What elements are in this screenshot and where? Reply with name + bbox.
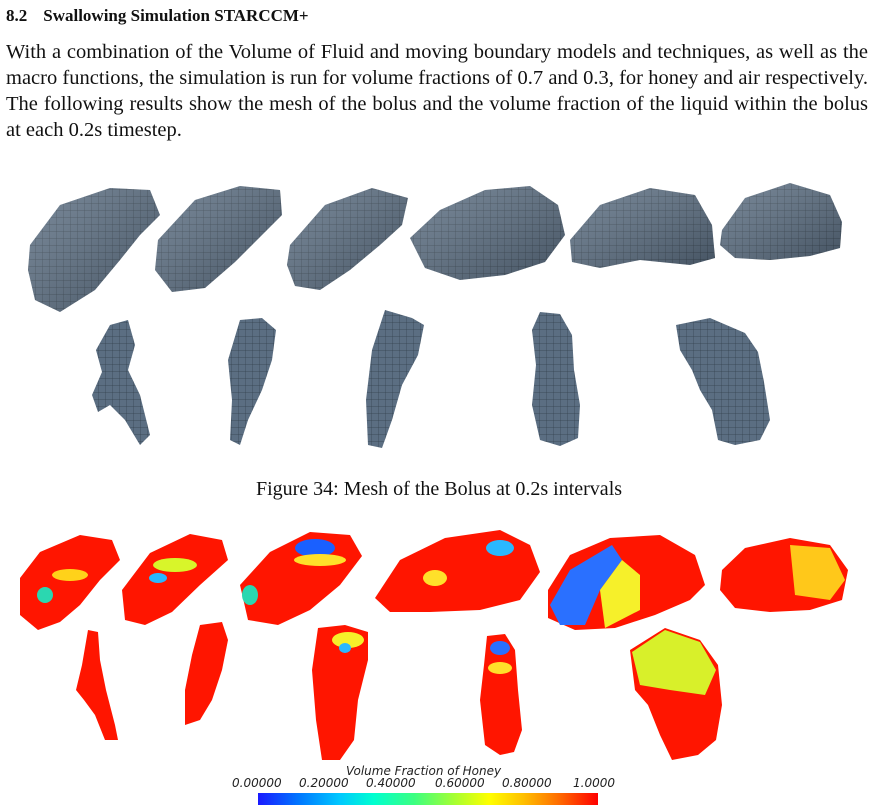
legend-title: Volume Fraction of Honey xyxy=(346,764,502,778)
mesh-shape xyxy=(676,318,770,445)
legend-tick: 0.00000 xyxy=(232,776,282,790)
section-number: 8.2 xyxy=(6,6,28,25)
fraction-row-2 xyxy=(76,622,722,760)
section-heading: 8.2 Swallowing Simulation STARCCM+ xyxy=(6,6,309,26)
fraction-shape xyxy=(122,534,228,625)
figure-images xyxy=(20,183,848,760)
mesh-shape xyxy=(366,310,424,448)
legend-tick: 0.40000 xyxy=(366,776,416,790)
fraction-row-1 xyxy=(20,530,848,630)
legend-tick: 0.80000 xyxy=(502,776,552,790)
fraction-shape xyxy=(76,630,118,740)
legend-ticks: 0.00000 0.20000 0.40000 0.60000 0.80000 … xyxy=(232,776,632,790)
legend-tick: 1.0000 xyxy=(573,776,615,790)
body-paragraph: With a combination of the Volume of Flui… xyxy=(6,41,868,141)
mesh-shape xyxy=(532,312,580,446)
fraction-shape xyxy=(20,535,120,630)
mesh-row-2 xyxy=(92,310,770,448)
legend-tick: 0.60000 xyxy=(435,776,485,790)
mesh-shape xyxy=(92,320,150,445)
legend-tick: 0.20000 xyxy=(299,776,349,790)
fraction-shape xyxy=(312,625,368,760)
fraction-shape xyxy=(375,530,540,612)
figure-34-caption: Figure 34: Mesh of the Bolus at 0.2s int… xyxy=(255,478,623,500)
legend-colorbar xyxy=(258,793,598,805)
fraction-shape xyxy=(185,622,228,725)
fraction-shape xyxy=(480,634,522,755)
mesh-row-1 xyxy=(28,183,842,312)
section-title: Swallowing Simulation STARCCM+ xyxy=(43,6,309,25)
mesh-shape xyxy=(228,318,276,445)
